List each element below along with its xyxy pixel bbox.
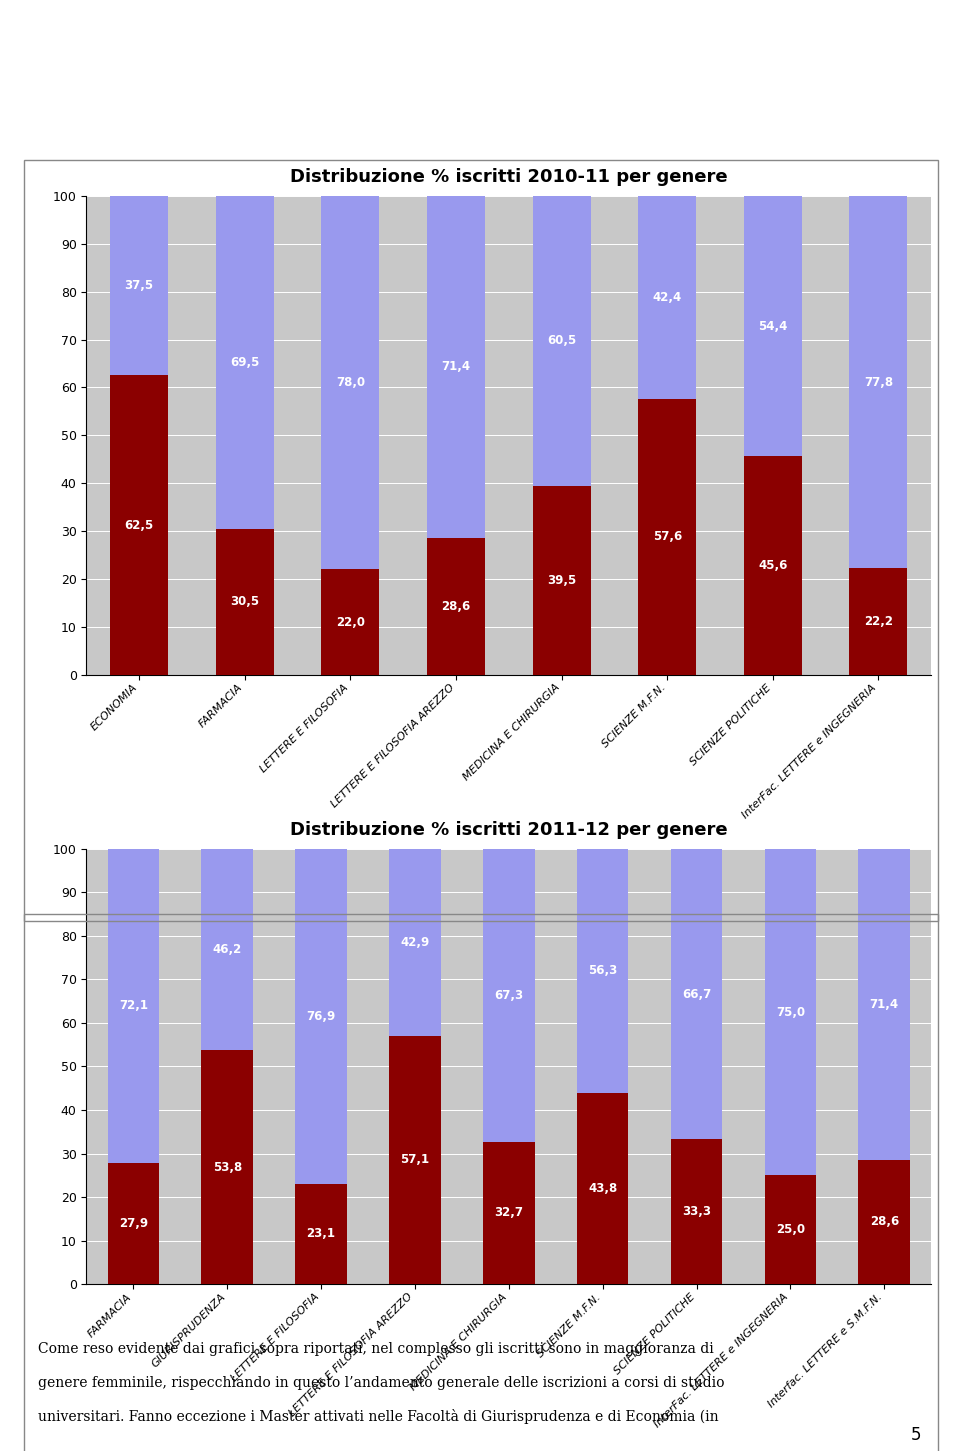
Bar: [764, 849, 816, 1175]
Bar: [577, 1094, 629, 1284]
Bar: [110, 376, 168, 675]
Text: 22,2: 22,2: [864, 615, 893, 628]
Text: genere femminile, rispecchiando in questo l’andamento generale delle iscrizioni : genere femminile, rispecchiando in quest…: [38, 1376, 725, 1390]
Bar: [389, 849, 441, 1036]
Bar: [296, 849, 347, 1184]
Text: 57,6: 57,6: [653, 530, 682, 543]
Bar: [483, 1142, 535, 1284]
Text: 42,9: 42,9: [400, 936, 429, 949]
Text: 45,6: 45,6: [758, 559, 787, 572]
Text: 56,3: 56,3: [588, 965, 617, 978]
Bar: [216, 196, 274, 528]
Text: 33,3: 33,3: [682, 1206, 711, 1219]
Bar: [108, 849, 159, 1162]
Text: 37,5: 37,5: [125, 279, 154, 292]
Bar: [202, 849, 253, 1051]
Legend: M, F: M, F: [468, 930, 550, 955]
Text: 23,1: 23,1: [306, 1228, 336, 1241]
Text: 72,1: 72,1: [119, 1000, 148, 1013]
Bar: [671, 1139, 722, 1284]
Bar: [322, 569, 379, 675]
Text: 71,4: 71,4: [870, 998, 899, 1011]
Bar: [427, 538, 485, 675]
Bar: [202, 1051, 253, 1284]
Text: 75,0: 75,0: [776, 1006, 805, 1019]
Bar: [296, 1184, 347, 1284]
Text: 71,4: 71,4: [442, 360, 470, 373]
Text: 69,5: 69,5: [230, 355, 259, 369]
Bar: [533, 196, 590, 486]
Bar: [427, 196, 485, 538]
Bar: [322, 196, 379, 569]
Bar: [533, 486, 590, 675]
Bar: [108, 1162, 159, 1284]
Text: 25,0: 25,0: [776, 1223, 805, 1236]
Text: 5: 5: [911, 1426, 922, 1444]
Bar: [858, 1159, 910, 1284]
Text: Come reso evidente dai grafici sopra riportati, nel complesso gli iscritti sono : Come reso evidente dai grafici sopra rip…: [38, 1342, 714, 1357]
Text: 46,2: 46,2: [212, 943, 242, 956]
Text: 67,3: 67,3: [494, 988, 523, 1001]
Text: 60,5: 60,5: [547, 334, 576, 347]
Bar: [483, 849, 535, 1142]
Text: 77,8: 77,8: [864, 376, 893, 389]
Text: 30,5: 30,5: [230, 595, 259, 608]
Text: 27,9: 27,9: [119, 1217, 148, 1230]
Text: 53,8: 53,8: [212, 1161, 242, 1174]
Text: 66,7: 66,7: [682, 988, 711, 1001]
Title: Distribuzione % iscritti 2011-12 per genere: Distribuzione % iscritti 2011-12 per gen…: [290, 821, 728, 839]
Bar: [671, 849, 722, 1139]
Text: 28,6: 28,6: [442, 599, 470, 612]
Bar: [577, 849, 629, 1094]
Bar: [850, 569, 907, 675]
Bar: [850, 196, 907, 569]
Bar: [744, 196, 802, 457]
Bar: [638, 399, 696, 675]
Text: 78,0: 78,0: [336, 376, 365, 389]
Bar: [858, 849, 910, 1159]
Bar: [638, 196, 696, 399]
Text: 39,5: 39,5: [547, 573, 576, 586]
Text: 42,4: 42,4: [653, 290, 682, 303]
Text: 22,0: 22,0: [336, 615, 365, 628]
Text: 62,5: 62,5: [125, 518, 154, 531]
Text: 57,1: 57,1: [400, 1154, 429, 1167]
Text: 76,9: 76,9: [306, 1010, 336, 1023]
Bar: [744, 457, 802, 675]
Bar: [389, 1036, 441, 1284]
Text: 28,6: 28,6: [870, 1216, 899, 1229]
Text: 32,7: 32,7: [494, 1206, 523, 1219]
Bar: [216, 528, 274, 675]
Title: Distribuzione % iscritti 2010-11 per genere: Distribuzione % iscritti 2010-11 per gen…: [290, 168, 728, 186]
Text: 43,8: 43,8: [588, 1183, 617, 1196]
Text: universitari. Fanno eccezione i Master attivati nelle Facoltà di Giurisprudenza : universitari. Fanno eccezione i Master a…: [38, 1409, 719, 1423]
Bar: [110, 196, 168, 376]
Bar: [764, 1175, 816, 1284]
Text: 54,4: 54,4: [758, 319, 787, 332]
